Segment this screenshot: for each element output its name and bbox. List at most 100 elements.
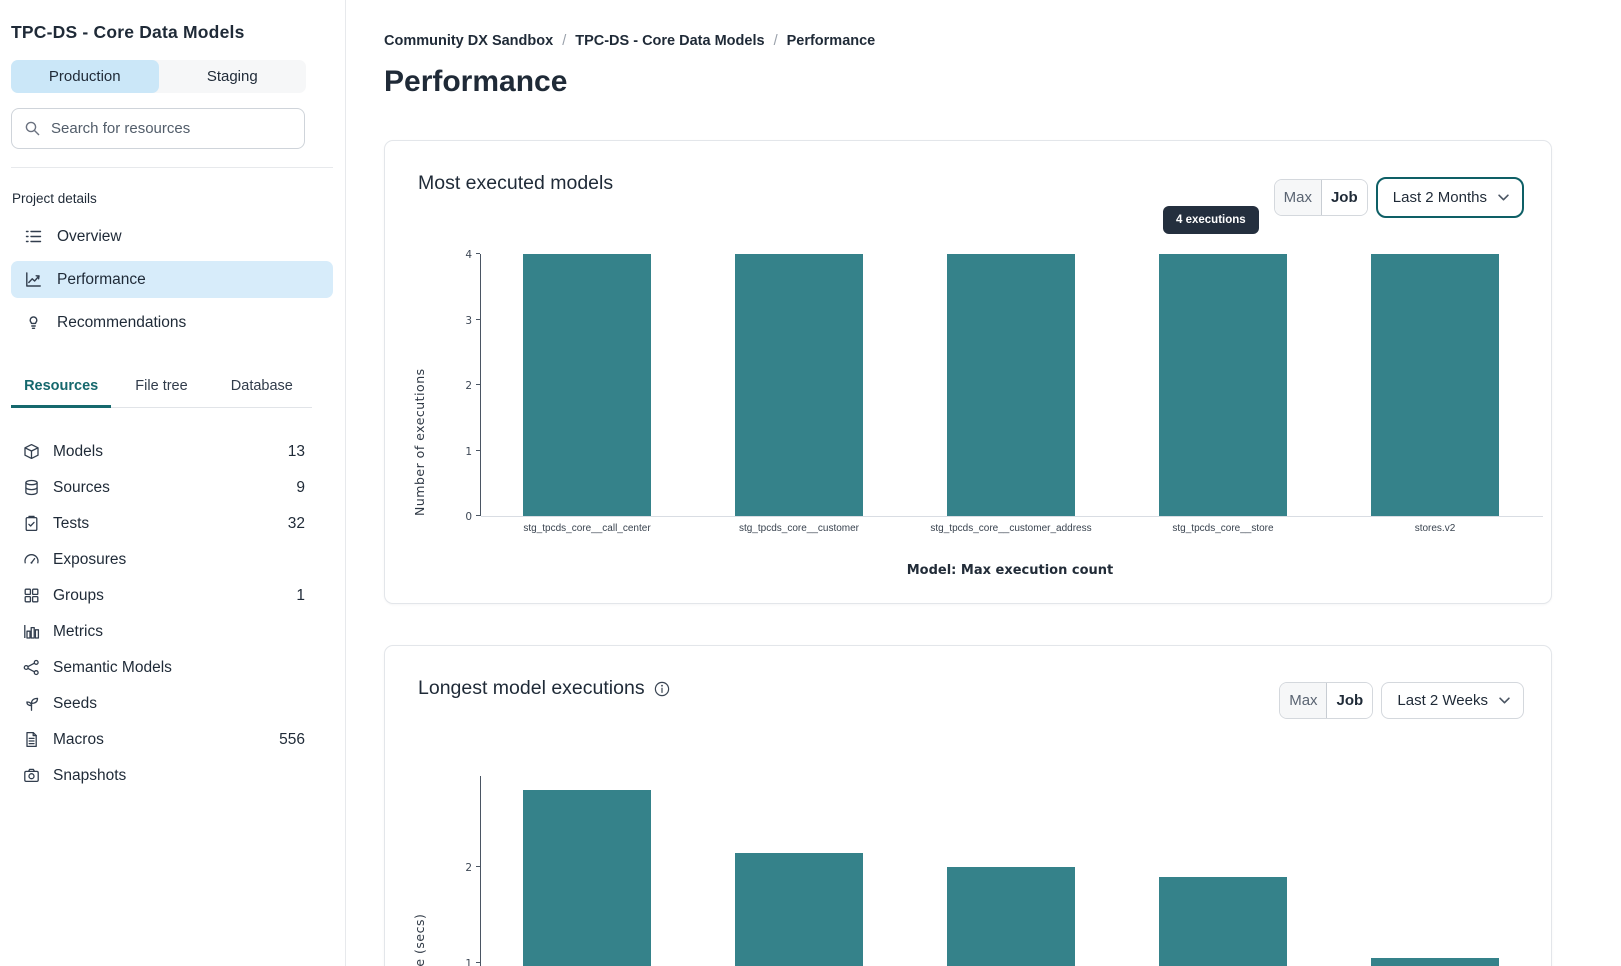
bar[interactable] <box>1159 876 1287 966</box>
environment-toggle: Production Staging <box>11 60 306 93</box>
y-tick-label: 1 <box>465 958 472 966</box>
sidebar-item-recommendations[interactable]: Recommendations <box>11 304 333 341</box>
x-axis-line <box>481 516 1543 517</box>
sidebar-item-label: Overview <box>57 227 122 245</box>
job-button[interactable]: Job <box>1326 683 1373 718</box>
max-button[interactable]: Max <box>1274 180 1321 215</box>
resource-item-label: Groups <box>53 586 104 604</box>
breadcrumb-separator: / <box>562 33 567 49</box>
x-tick-label: stg_tpcds_core__call_center <box>523 523 651 534</box>
y-tick-label: 0 <box>465 511 472 523</box>
file-text-icon <box>23 731 40 748</box>
max-job-toggle: Max Job <box>1279 682 1374 719</box>
y-tick-label: 1 <box>465 445 472 458</box>
seedling-icon <box>23 695 40 712</box>
resource-count: 13 <box>287 442 305 460</box>
resource-item-exposures[interactable]: Exposures <box>11 542 306 577</box>
breadcrumb-project[interactable]: TPC-DS - Core Data Models <box>575 33 765 49</box>
tab-database[interactable]: Database <box>230 378 293 394</box>
resource-item-snapshots[interactable]: Snapshots <box>11 758 306 793</box>
resource-item-seeds[interactable]: Seeds <box>11 686 306 721</box>
job-button[interactable]: Job <box>1320 180 1367 215</box>
chart-tooltip: 4 executions <box>1163 206 1259 234</box>
search-icon <box>24 120 41 137</box>
project-details-label: Project details <box>12 191 97 206</box>
resource-item-sources[interactable]: Sources 9 <box>11 470 306 505</box>
y-axis-label: Number of executions <box>412 368 427 516</box>
resource-item-label: Exposures <box>53 550 127 568</box>
y-tick-label: 4 <box>465 249 472 261</box>
grid-icon <box>23 587 40 604</box>
time-range-dropdown[interactable]: Last 2 Months <box>1375 177 1524 218</box>
resource-count: 32 <box>287 514 305 532</box>
lightbulb-icon <box>25 314 42 331</box>
card-title: Longest model executions <box>418 677 670 700</box>
tab-file-tree[interactable]: File tree <box>135 378 188 394</box>
resource-item-tests[interactable]: Tests 32 <box>11 506 306 541</box>
longest-executions-chart: Execution time (secs) 12 <box>385 776 1551 966</box>
resource-item-groups[interactable]: Groups 1 <box>11 578 306 613</box>
camera-icon <box>23 767 40 784</box>
sidebar-item-performance[interactable]: Performance <box>11 261 333 298</box>
chevron-down-icon <box>1499 695 1510 706</box>
y-tick-mark <box>475 515 480 516</box>
resource-list: Models 13 Sources 9 Tests 32 <box>11 434 306 793</box>
sidebar-item-label: Recommendations <box>57 313 187 331</box>
database-icon <box>23 479 40 496</box>
chevron-down-icon <box>1498 192 1509 203</box>
card-title-text: Longest model executions <box>418 677 645 699</box>
resource-item-models[interactable]: Models 13 <box>11 434 306 469</box>
bar[interactable] <box>1371 958 1499 966</box>
bar[interactable] <box>1159 254 1287 516</box>
max-button[interactable]: Max <box>1280 683 1327 718</box>
list-icon <box>25 228 42 245</box>
search-box[interactable] <box>11 108 305 149</box>
bar[interactable] <box>523 790 651 966</box>
bar[interactable] <box>735 852 863 966</box>
y-tick-label: 3 <box>465 314 472 327</box>
breadcrumb: Community DX Sandbox / TPC-DS - Core Dat… <box>384 33 1621 49</box>
bar[interactable] <box>947 254 1075 516</box>
project-title: TPC-DS - Core Data Models <box>11 22 245 42</box>
resource-count: 556 <box>279 730 305 748</box>
resource-item-macros[interactable]: Macros 556 <box>11 722 306 757</box>
bar[interactable] <box>735 254 863 516</box>
plot-area: 0 1 2 3 4 stg_tpcds_core__call_center stg_tpcd… <box>465 249 1543 534</box>
resource-item-label: Models <box>53 442 103 460</box>
card-most-executed-models: Most executed models Max Job Last 2 Mont… <box>384 140 1552 604</box>
cube-icon <box>23 443 40 460</box>
info-icon[interactable] <box>654 681 670 697</box>
sidebar-divider <box>11 167 333 168</box>
card-title: Most executed models <box>418 172 614 194</box>
sidebar-item-overview[interactable]: Overview <box>11 218 333 255</box>
page-title: Performance <box>384 65 568 98</box>
y-axis-label: Execution time (secs) <box>412 776 427 966</box>
chart-controls: Max Job Last 2 Months <box>1273 177 1524 218</box>
resource-item-metrics[interactable]: Metrics <box>11 614 306 649</box>
breadcrumb-account[interactable]: Community DX Sandbox <box>384 33 554 49</box>
time-range-dropdown[interactable]: Last 2 Weeks <box>1381 682 1524 719</box>
breadcrumb-current: Performance <box>786 33 876 49</box>
most-executed-chart: Number of executions 0 1 2 3 4 stg_tpcds_core… <box>385 249 1551 584</box>
production-toggle-button[interactable]: Production <box>11 60 159 93</box>
network-icon <box>23 659 40 676</box>
search-input[interactable] <box>51 120 292 137</box>
bar[interactable] <box>947 867 1075 966</box>
bar[interactable] <box>1371 254 1499 516</box>
bar[interactable] <box>523 254 651 516</box>
bar-chart-icon <box>23 623 40 640</box>
tab-resources[interactable]: Resources <box>11 370 112 408</box>
resource-item-label: Sources <box>53 478 110 496</box>
time-range-value: Last 2 Months <box>1392 189 1487 206</box>
resource-count: 9 <box>296 478 305 496</box>
clipboard-check-icon <box>23 515 40 532</box>
chart-line-icon <box>25 271 42 288</box>
resource-item-label: Tests <box>53 514 90 532</box>
resource-item-label: Metrics <box>53 622 103 640</box>
staging-toggle-button[interactable]: Staging <box>159 60 307 93</box>
sidebar: TPC-DS - Core Data Models Production Sta… <box>0 0 346 966</box>
resource-item-semantic-models[interactable]: Semantic Models <box>11 650 306 685</box>
x-tick-label: stores.v2 <box>1414 523 1456 534</box>
sidebar-item-label: Performance <box>57 270 146 288</box>
